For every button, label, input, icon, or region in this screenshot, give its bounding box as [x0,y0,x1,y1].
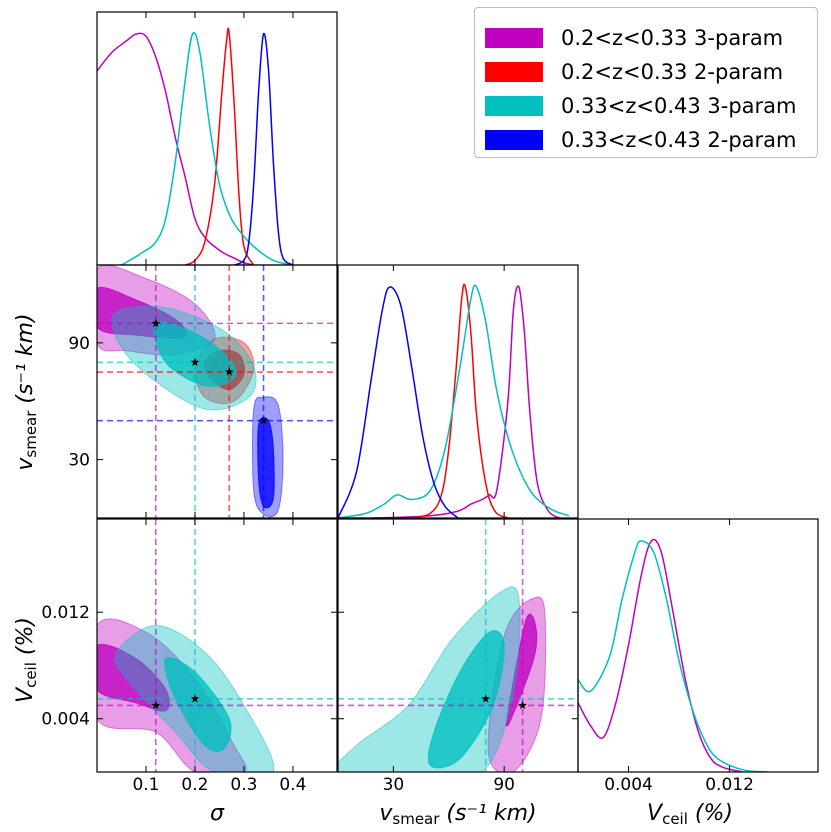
contour-inner-3 [257,417,275,509]
x-tick-label: 0.004 [604,775,653,795]
contour-inner-0 [505,613,538,727]
marginal-curve-2 [121,32,294,265]
legend-swatch [485,62,543,82]
x-tick-label: 0.2 [181,775,208,795]
contour-inner-2 [153,321,237,387]
x-tick-label: 90 [493,775,515,795]
contour-group-v_smear_vs_V_ceil [338,586,547,772]
panel-frame [96,264,338,519]
legend-label: 0.2<z<0.33 3-param [561,26,784,50]
bestfit-star-0 [151,318,161,327]
bestfit-lines-v_smear_vs_V_ceil [338,519,578,772]
marginal-curve-1 [184,27,255,265]
panel-frame [577,518,819,773]
bestfit-lines-sigma_vs_v_smear [97,265,337,518]
contour-inner-0 [97,643,170,712]
x-tick-label: 0.1 [132,775,159,795]
bestfit-lines-sigma_vs_V_ceil [97,519,337,772]
y-axis-label-v-ceil: Vceil (%) [13,617,40,703]
marginal-group-V_ceil [578,538,768,772]
legend-label: 0.33<z<0.43 3-param [561,94,797,118]
y-tick-label: 0.012 [41,603,90,623]
x-tick-label: 0.012 [705,775,754,795]
y-axis-label-v-smear: vsmear (s⁻¹ km) [13,313,40,470]
x-axis-label-v-smear: vsmear (s⁻¹ km) [379,801,536,828]
panel-frame [337,264,579,519]
bestfit-star-2 [481,694,490,703]
legend-entry: 0.2<z<0.33 3-param [485,25,783,51]
bestfit-star-2 [190,357,200,366]
marginal-curve-3 [338,286,459,518]
panel-frame [96,11,338,266]
legend-entry: 0.33<z<0.43 2-param [485,127,797,153]
bestfit-star-1 [225,367,234,376]
legend-swatch [485,130,543,150]
bestfit-star-0 [518,700,527,710]
x-tick-label: 30 [383,775,405,795]
x-tick-label: 0.3 [230,775,257,795]
bestfit-star-2 [190,694,200,703]
legend-label: 0.33<z<0.43 2-param [561,128,797,152]
y-tick-label: 30 [68,451,90,471]
marginal-curve-0 [578,538,743,772]
x-tick-label: 0.4 [279,775,306,795]
legend-entry: 0.33<z<0.43 3-param [485,93,797,119]
marginal-curve-2 [338,284,570,518]
marginal-curve-1 [411,283,509,518]
x-axis-label-v-ceil: Vceil (%) [647,801,733,828]
legend-swatch [485,28,543,48]
marginal-group-v_smear [338,283,570,518]
bestfit-star-3 [259,416,268,425]
y-tick-label: 0.004 [41,710,90,730]
panel-frame [96,518,338,773]
marginal-group-sigma [97,27,294,265]
marginal-curve-2 [578,540,768,772]
legend-entry: 0.2<z<0.33 2-param [485,59,783,85]
bestfit-star-0 [151,700,161,710]
marginal-curve-0 [97,32,254,265]
legend-label: 0.2<z<0.33 2-param [561,60,784,84]
legend-swatch [485,96,543,116]
x-axis-label-sigma: σ [210,801,225,826]
contour-group-sigma_vs_v_smear [97,265,284,518]
legend: 0.2<z<0.33 3-param 0.2<z<0.33 2-param 0.… [474,7,818,158]
y-tick-label: 90 [68,334,90,354]
marginal-curve-3 [233,32,294,265]
